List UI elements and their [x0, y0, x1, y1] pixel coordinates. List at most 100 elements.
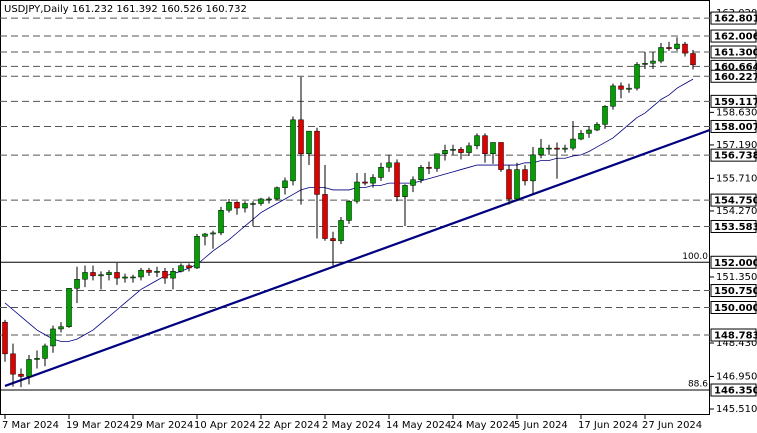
- candle-body: [74, 278, 80, 289]
- level-label: 153.583: [714, 222, 757, 233]
- candle-body: [314, 130, 320, 195]
- candle-body: [234, 202, 240, 209]
- level-label: 146.350: [714, 386, 757, 397]
- candle-body: [34, 358, 40, 360]
- x-tick-label: 17 Jun 2024: [578, 420, 638, 431]
- level-box: [710, 193, 757, 207]
- candle-body: [482, 135, 488, 154]
- level-box: [710, 119, 757, 133]
- candle-body: [522, 169, 528, 182]
- y-tick-label: 151.350: [716, 272, 757, 283]
- candle-body: [434, 153, 440, 169]
- candle-body: [114, 272, 120, 279]
- level-box: [710, 383, 757, 397]
- y-tick-label: 157.190: [716, 140, 757, 151]
- candle-body: [426, 167, 432, 169]
- x-tick-label: 27 Jun 2024: [642, 420, 702, 431]
- candle-body: [410, 179, 416, 186]
- candle-body: [626, 87, 632, 90]
- x-tick-label: 29 Mar 2024: [130, 420, 193, 431]
- candle-body: [282, 180, 288, 188]
- level-label: 162.801: [714, 14, 757, 25]
- x-tick-label: 19 Mar 2024: [66, 420, 129, 431]
- candle-body: [242, 203, 248, 209]
- candle-body: [538, 147, 544, 156]
- candle-body: [202, 233, 208, 237]
- candle-body: [322, 194, 328, 239]
- level-box: [710, 45, 757, 59]
- level-box: [710, 69, 757, 83]
- candle-body: [210, 232, 216, 235]
- y-tick-label: 146.950: [716, 371, 757, 382]
- candle-body: [186, 265, 192, 269]
- candle-body: [10, 353, 16, 375]
- candle-body: [194, 236, 200, 269]
- candle-body: [458, 148, 464, 153]
- candle-body: [66, 288, 72, 327]
- candle-body: [386, 162, 392, 168]
- candle-body: [274, 187, 280, 200]
- level-box: [710, 148, 757, 162]
- candle-body: [2, 321, 8, 355]
- candle-body: [362, 181, 368, 184]
- level-label: 159.117: [714, 97, 757, 108]
- plot-frame: [0, 0, 710, 415]
- candle-body: [498, 142, 504, 170]
- candle-body: [546, 147, 552, 150]
- candle-body: [178, 265, 184, 272]
- candle-body: [418, 167, 424, 180]
- y-tick-label: 154.270: [716, 206, 757, 217]
- candle-body: [330, 238, 336, 242]
- candle-body: [514, 169, 520, 200]
- y-tick-label: 155.710: [716, 173, 757, 184]
- x-tick-label: 10 Apr 2024: [194, 420, 256, 431]
- candle-body: [642, 63, 648, 65]
- level-label: 152.000: [714, 258, 757, 269]
- candle-body: [594, 124, 600, 131]
- x-tick-label: 2 May 2024: [322, 420, 381, 431]
- candle-body: [682, 43, 688, 54]
- candle-body: [578, 133, 584, 140]
- candle-body: [98, 274, 104, 277]
- level-label: 162.006: [714, 32, 757, 43]
- level-box: [710, 29, 757, 43]
- candle-body: [250, 203, 256, 205]
- x-tick-label: 24 May 2024: [450, 420, 515, 431]
- x-tick-label: 7 Mar 2024: [2, 420, 59, 431]
- candle-body: [530, 154, 536, 182]
- x-tick-label: 5 Jun 2024: [514, 420, 568, 431]
- chart-title: USDJPY,Daily 161.232 161.392 160.526 160…: [4, 4, 247, 15]
- candle-body: [58, 326, 64, 330]
- candle-body: [666, 47, 672, 49]
- level-box: [710, 94, 757, 108]
- level-box: [710, 11, 757, 25]
- candle-body: [658, 47, 664, 62]
- candle-body: [618, 85, 624, 90]
- candle-body: [82, 272, 88, 280]
- candle-body: [690, 53, 696, 66]
- moving-average: [4, 78, 694, 342]
- candle-body: [394, 162, 400, 197]
- candle-body: [170, 271, 176, 279]
- y-tick-label: 145.510: [716, 404, 757, 415]
- level-label: 160.664: [714, 62, 757, 73]
- level-label: 160.227: [714, 72, 757, 83]
- candle-body: [634, 64, 640, 89]
- level-box: [710, 219, 757, 233]
- candle-body: [218, 210, 224, 234]
- candle-body: [258, 198, 264, 204]
- candle-body: [266, 198, 272, 201]
- candle-body: [402, 185, 408, 197]
- candle-body: [674, 43, 680, 49]
- candle-body: [450, 148, 456, 151]
- candle-body: [562, 147, 568, 150]
- candle-body: [146, 269, 152, 273]
- candle-body: [378, 167, 384, 178]
- candle-body: [354, 181, 360, 202]
- level-label: 150.750: [714, 286, 757, 297]
- candle-body: [138, 269, 144, 278]
- candle-body: [442, 150, 448, 154]
- candle-body: [466, 145, 472, 153]
- candle-body: [346, 200, 352, 221]
